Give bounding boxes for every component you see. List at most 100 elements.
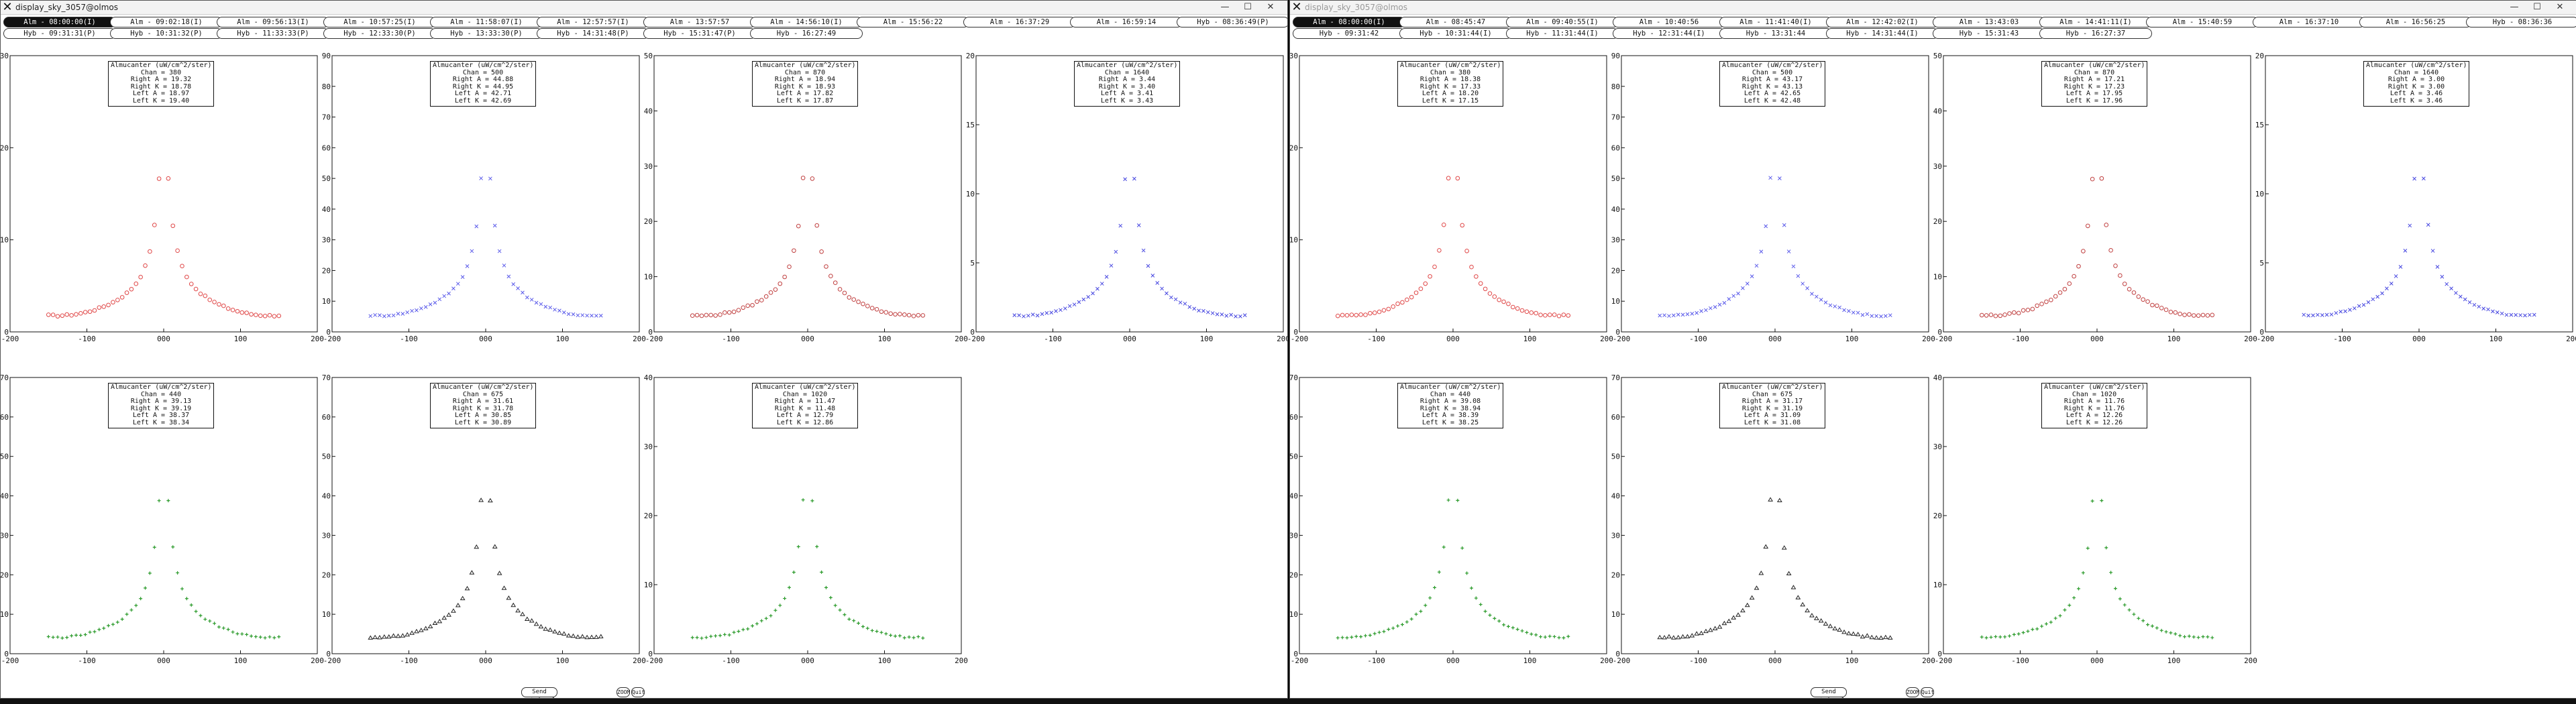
data-point [1391, 626, 1395, 630]
data-point [180, 263, 184, 269]
time-selector-button[interactable]: Hyb - 13:31:44 [1719, 28, 1832, 39]
time-selector-button[interactable]: Alm - 12:57:57(I) [537, 17, 649, 27]
data-point [1059, 308, 1063, 312]
data-point [378, 313, 382, 317]
legend-line: Right A = 43.17 [1741, 76, 1803, 84]
time-selector-button[interactable]: Alm - 11:41:40(I) [1719, 17, 1832, 27]
time-selector-button[interactable]: Alm - 16:59:14 [1070, 17, 1183, 27]
zoom-button[interactable]: ZOOM [1906, 687, 1919, 697]
minimize-icon[interactable]: — [2510, 2, 2519, 12]
data-point [525, 295, 529, 300]
data-point [391, 313, 396, 318]
time-selector-button[interactable]: Hyb - 11:31:44(I) [1506, 28, 1619, 39]
time-selector-button[interactable]: Hyb - 09:31:42 [1293, 28, 1405, 39]
legend-line: Almucanter (uW/cm^2/ster) [433, 62, 534, 69]
data-point [171, 545, 175, 549]
time-selector-button[interactable]: Alm - 16:37:10 [2253, 17, 2365, 27]
data-point [2123, 603, 2127, 607]
time-selector-button[interactable]: Hyb - 13:33:30(P) [430, 28, 543, 39]
time-selector-button[interactable]: Alm - 09:56:13(I) [217, 17, 329, 27]
time-selector-button[interactable]: Alm - 13:43:03 [1933, 17, 2045, 27]
y-tick-label: 10 [1933, 273, 1942, 282]
time-selector-button[interactable]: Alm - 08:00:00(I) [3, 17, 116, 27]
time-selector-button[interactable]: Alm - 16:37:29 [963, 17, 1076, 27]
maximize-icon[interactable]: ☐ [1244, 2, 1252, 12]
time-selector-button[interactable]: Alm - 16:56:25 [2359, 17, 2472, 27]
legend-line: Left K = 42.69 [454, 97, 512, 105]
data-point [2357, 304, 2361, 308]
data-point [1077, 300, 1081, 304]
time-selector-button[interactable]: Hyb - 10:31:32(P) [110, 28, 223, 39]
time-selector-button[interactable]: Hyb - 08:36:36 [2466, 17, 2576, 27]
time-selector-button[interactable]: Hyb - 14:31:48(P) [537, 28, 649, 39]
y-tick-label: 40 [1933, 107, 1942, 115]
x-tick-label: 200 [955, 656, 968, 665]
time-selector-button[interactable]: Hyb - 14:31:44(I) [1826, 28, 1939, 39]
time-selector-button[interactable]: Alm - 13:57:57 [643, 17, 756, 27]
data-point [1336, 636, 1340, 640]
send-retrieval-button[interactable]: Send retrieval [521, 687, 557, 698]
close-icon[interactable]: ✕ [1267, 2, 1275, 12]
time-selector-button[interactable]: Alm - 10:57:25(I) [323, 17, 436, 27]
time-selector-button[interactable]: Alm - 08:00:00(I) [1293, 17, 1405, 27]
time-selector-button[interactable]: Alm - 11:58:07(I) [430, 17, 543, 27]
time-selector-button[interactable]: Alm - 15:40:59 [2146, 17, 2259, 27]
data-point [2030, 306, 2035, 312]
data-point [2486, 307, 2490, 312]
legend-line: Right A = 11.76 [2063, 398, 2125, 406]
time-selector-button[interactable]: Alm - 08:45:47 [1399, 17, 1512, 27]
time-selector-button[interactable]: Hyb - 09:31:31(P) [3, 28, 116, 39]
close-icon[interactable]: ✕ [2556, 2, 2564, 12]
time-selector-button[interactable]: Hyb - 10:31:44(I) [1399, 28, 1512, 39]
time-selector-button[interactable]: Alm - 09:02:18(I) [110, 17, 223, 27]
time-selector-button[interactable]: Alm - 10:40:56 [1613, 17, 1725, 27]
x-tick-label: -100 [1367, 335, 1385, 343]
data-point [180, 587, 184, 591]
data-point [2118, 597, 2122, 601]
time-selector-button[interactable]: Hyb - 16:27:37 [2039, 28, 2152, 39]
zoom-button[interactable]: ZOOM [616, 687, 630, 697]
legend-line: Chan = 1640 [1104, 68, 1150, 76]
data-point [2155, 626, 2159, 630]
minimize-icon[interactable]: — [1220, 2, 1230, 12]
data-point [1675, 634, 1681, 640]
data-point [1561, 312, 1566, 317]
data-point [916, 635, 920, 639]
time-selector-button[interactable]: Hyb - 11:33:33(P) [217, 28, 329, 39]
data-point [1736, 291, 1740, 296]
almucanter-plot: 10 20 30 40 50 60 70 0 -200 -100 000 100 200 Almucant… [1290, 368, 1613, 671]
time-selector-button[interactable]: Hyb - 08:36:49(P) [1177, 17, 1287, 27]
data-point [1846, 630, 1851, 636]
data-point [134, 603, 138, 607]
data-point [893, 312, 898, 317]
quit-button[interactable]: Quit [1921, 687, 1934, 697]
data-point [176, 571, 180, 575]
title-bar[interactable]: ✕ display_sky_3057@olmos — ☐ ✕ [1290, 1, 2576, 15]
title-bar[interactable]: ✕ display_sky_3057@olmos — ☐ ✕ [1, 1, 1287, 15]
data-point [1335, 313, 1340, 318]
time-selector-button[interactable]: Hyb - 12:33:30(P) [323, 28, 436, 39]
data-point [1562, 636, 1566, 640]
time-selector-button[interactable]: Alm - 14:56:10(I) [750, 17, 863, 27]
time-selector-button[interactable]: Hyb - 12:31:44(I) [1613, 28, 1725, 39]
data-point [2183, 635, 2187, 639]
x-tick-label: 100 [878, 335, 892, 343]
maximize-icon[interactable]: ☐ [2533, 2, 2541, 12]
quit-button[interactable]: Quit [631, 687, 645, 697]
time-selector-button[interactable]: Hyb - 15:31:47(P) [643, 28, 756, 39]
data-point [386, 634, 392, 639]
y-tick-label: 0 [648, 650, 653, 658]
time-selector-button[interactable]: Alm - 09:40:55(I) [1506, 17, 1619, 27]
time-selector-button[interactable]: Hyb - 15:31:43 [1933, 28, 2045, 39]
plot-canvas: 10 20 30 40 50 60 70 80 90 0-200 -100 000 100 200 [1611, 52, 1935, 343]
data-point [1988, 312, 1994, 317]
time-selector-button[interactable]: Alm - 12:42:02(I) [1826, 17, 1939, 27]
time-selector-button[interactable]: Hyb - 16:27:49 [750, 28, 863, 39]
data-point [898, 634, 902, 638]
send-retrieval-button[interactable]: Send retrieval [1811, 687, 1847, 698]
time-selector-button[interactable]: Alm - 14:41:11(I) [2039, 17, 2152, 27]
time-selector-button[interactable]: Alm - 15:56:22 [857, 17, 969, 27]
data-point [2090, 499, 2094, 503]
almucanter-plot: 10 20 30 40 50 60 70 80 90 0 -200 -100 000 100 200 Almu… [322, 46, 646, 349]
data-point [1717, 624, 1723, 629]
